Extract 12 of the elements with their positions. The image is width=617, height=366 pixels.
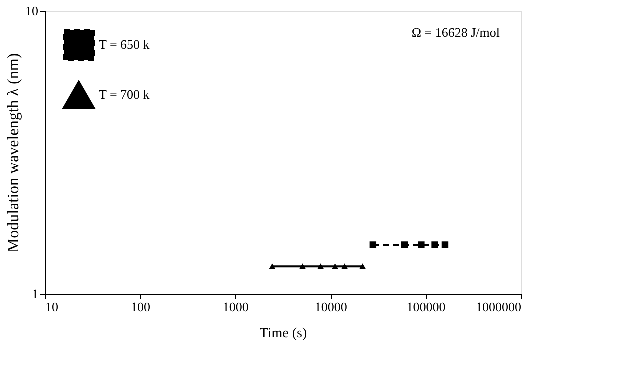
x-tick-label: 10000: [314, 300, 348, 314]
x-tick-label: 100: [130, 300, 150, 314]
y-axis-title: Modulation wavelength λ (nm): [6, 53, 22, 253]
x-tick-label: 1000000: [476, 300, 522, 314]
x-tick-label: 1000: [222, 300, 249, 314]
annotation: Ω = 16628 J/mol: [412, 25, 500, 40]
x-tick-label: 100000: [406, 300, 446, 314]
legend-label: T = 650 k: [99, 37, 150, 52]
x-tick-label: 10: [46, 300, 58, 314]
y-tick-label: 1: [32, 286, 38, 302]
x-axis-title: Time (s): [260, 326, 308, 342]
legend-label: T = 700 k: [99, 87, 150, 102]
